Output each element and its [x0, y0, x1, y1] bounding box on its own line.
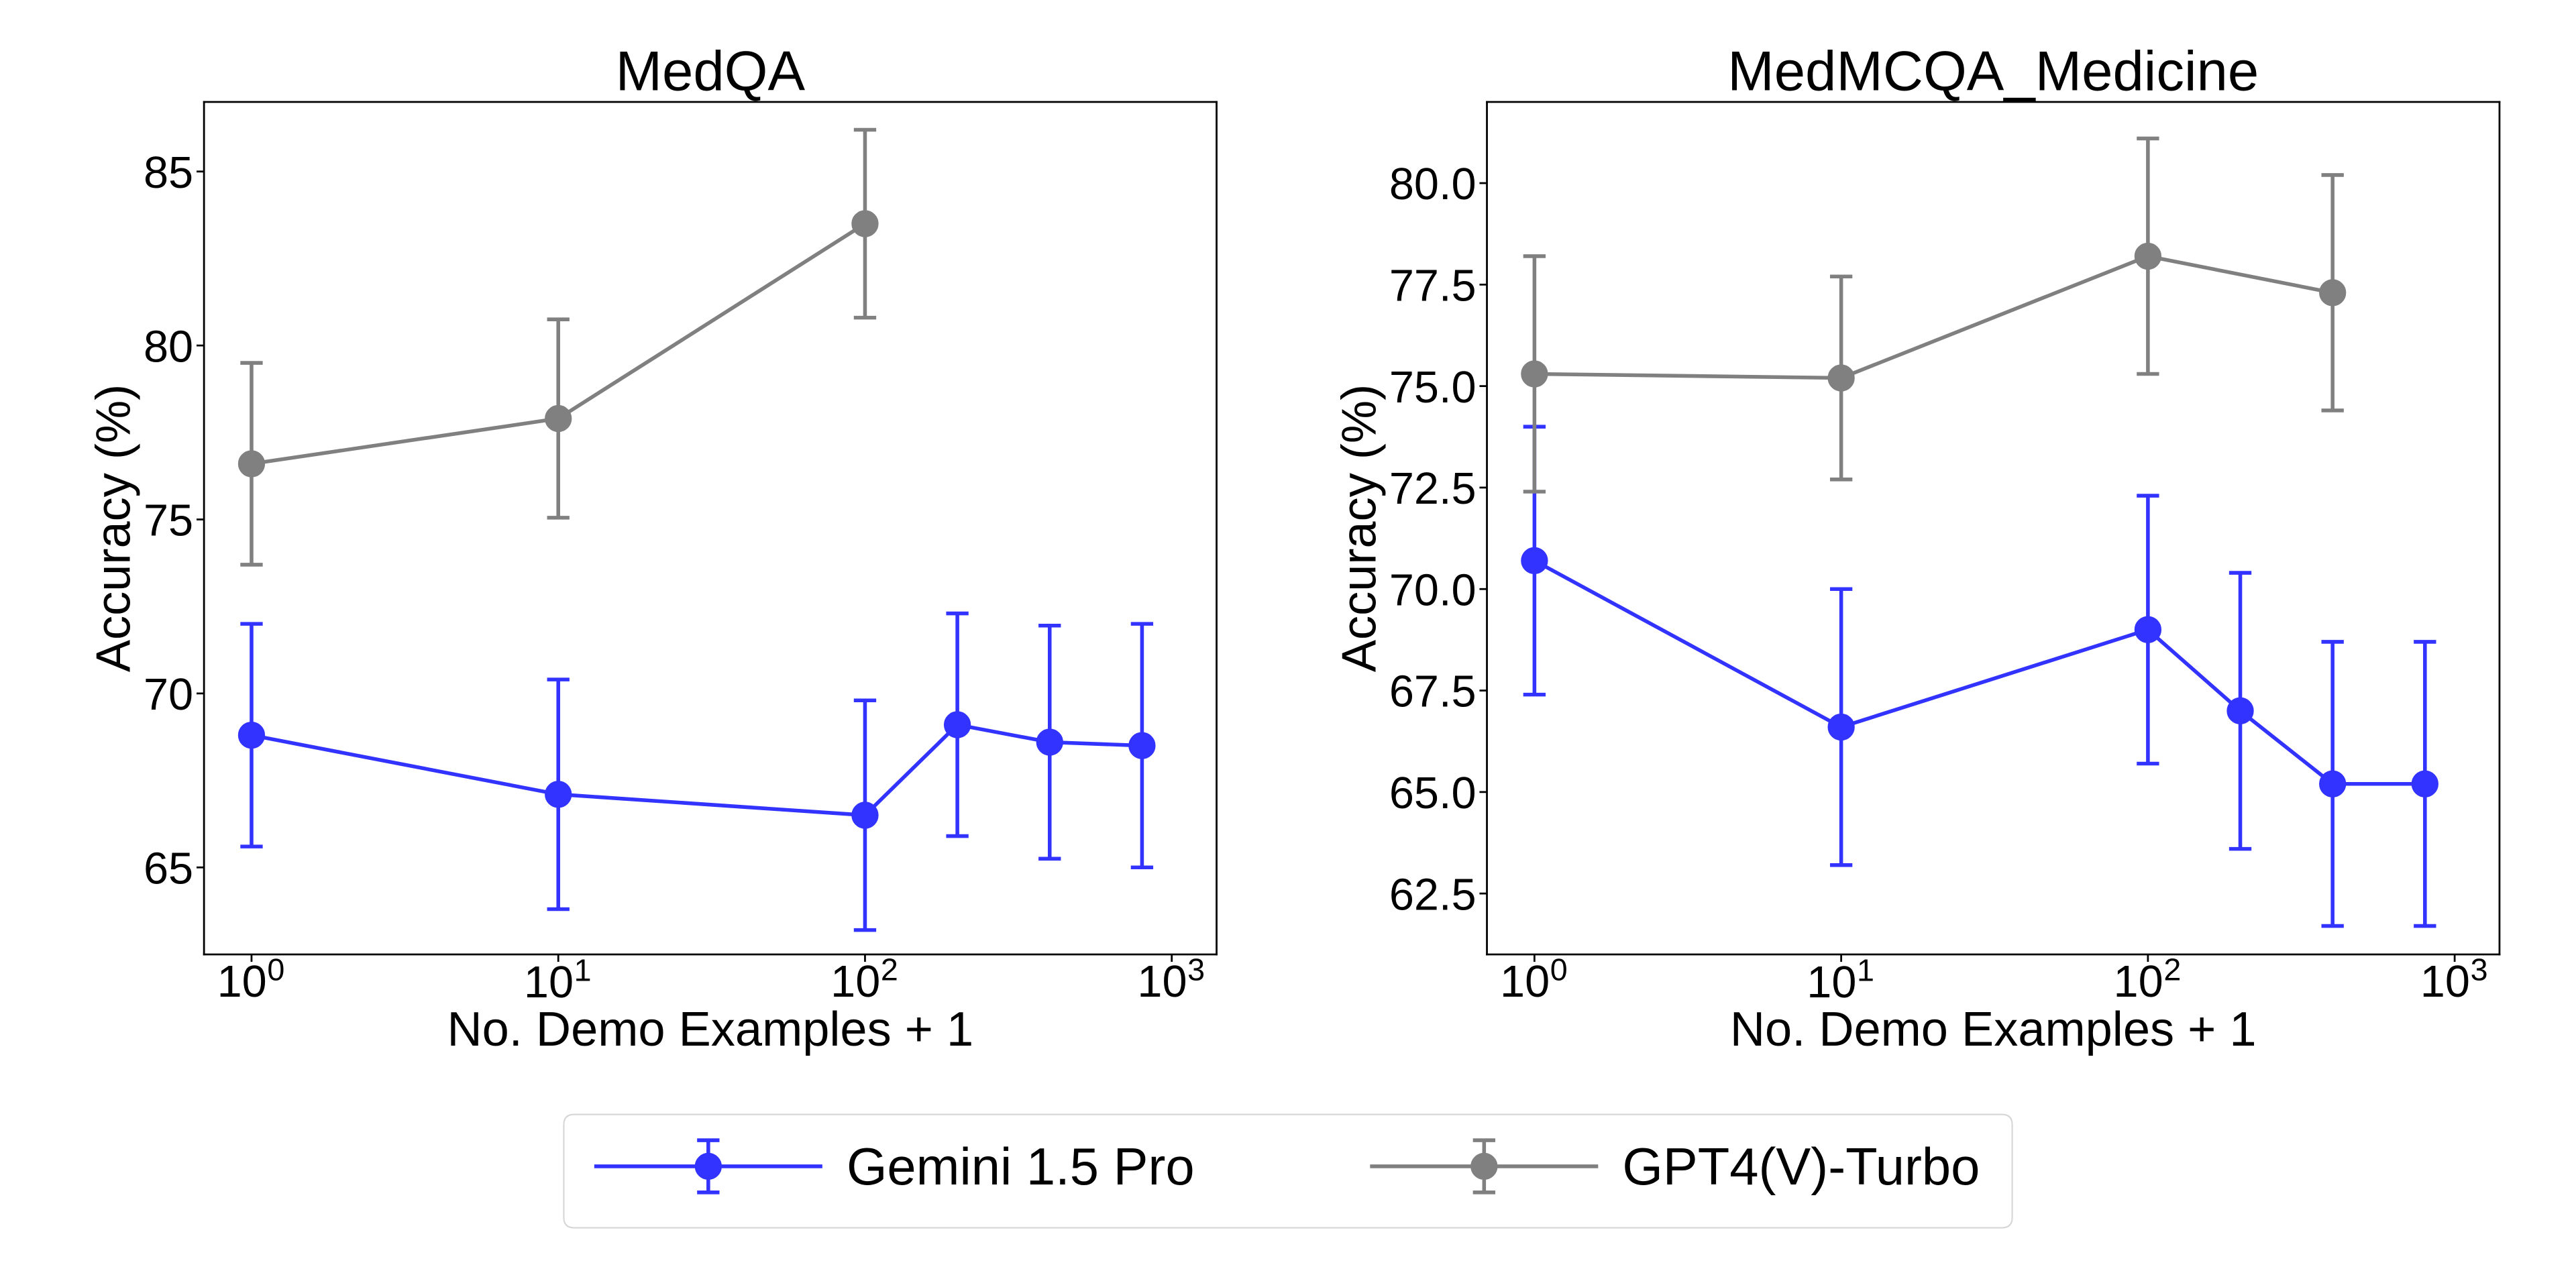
svg-text:Accuracy (%): Accuracy (%): [87, 384, 140, 672]
svg-text:70.0: 70.0: [1389, 565, 1477, 615]
svg-text:80.0: 80.0: [1389, 160, 1477, 209]
svg-text:72.5: 72.5: [1389, 464, 1477, 514]
svg-text:75.0: 75.0: [1389, 363, 1477, 412]
svg-text:77.5: 77.5: [1389, 261, 1477, 311]
svg-text:No. Demo Examples + 1: No. Demo Examples + 1: [1730, 1003, 2257, 1056]
svg-text:80: 80: [144, 322, 193, 372]
svg-text:62.5: 62.5: [1389, 870, 1477, 920]
svg-text:85: 85: [144, 148, 193, 198]
svg-text:Accuracy (%): Accuracy (%): [1332, 384, 1386, 672]
svg-text:MedQA: MedQA: [616, 40, 806, 103]
svg-text:65: 65: [144, 844, 193, 893]
svg-text:Gemini 1.5 Pro: Gemini 1.5 Pro: [847, 1138, 1195, 1196]
svg-text:70: 70: [144, 670, 193, 720]
svg-text:No. Demo Examples + 1: No. Demo Examples + 1: [447, 1003, 973, 1056]
svg-text:65.0: 65.0: [1389, 769, 1477, 818]
svg-text:67.5: 67.5: [1389, 667, 1477, 717]
svg-text:MedMCQA_Medicine: MedMCQA_Medicine: [1727, 40, 2259, 103]
svg-text:75: 75: [144, 496, 193, 546]
svg-text:GPT4(V)-Turbo: GPT4(V)-Turbo: [1622, 1138, 1980, 1196]
